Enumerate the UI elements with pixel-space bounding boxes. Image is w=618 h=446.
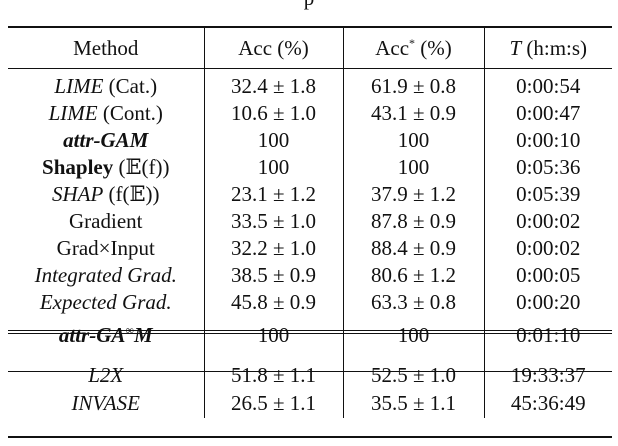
method-cell: LIME (Cat.): [54, 74, 158, 98]
acc-star-cell: 43.1 ± 0.9: [342, 100, 484, 127]
table-row: Gradient 33.5 ± 1.0 87.8 ± 0.9 0:00:02: [8, 208, 612, 235]
acc-cell: 38.5 ± 0.9: [203, 262, 343, 289]
time-cell: 45:36:49: [483, 388, 612, 418]
acc-star-cell: 87.8 ± 0.9: [342, 208, 484, 235]
acc-star-cell: 52.5 ± 1.0: [342, 354, 484, 388]
table-row: LIME (Cat.) 32.4 ± 1.8 61.9 ± 0.8 0:00:5…: [8, 68, 612, 100]
table-row: SHAP (f(𝔼)) 23.1 ± 1.2 37.9 ± 1.2 0:05:3…: [8, 181, 612, 208]
acc-star-cell: 100: [342, 316, 484, 354]
header-time: T (h:m:s): [483, 28, 612, 68]
time-cell: 0:05:36: [483, 154, 612, 181]
method-cell: SHAP (f(𝔼)): [51, 182, 160, 206]
bottom-rule: [8, 436, 612, 438]
time-cell: 0:00:05: [483, 262, 612, 289]
results-table: Method Acc (%) Acc* (%) T (h:m:s) LIME (…: [8, 28, 612, 418]
header-row: Method Acc (%) Acc* (%) T (h:m:s): [8, 28, 612, 68]
method-cell: Integrated Grad.: [34, 263, 177, 287]
table-row: L2X 51.8 ± 1.1 52.5 ± 1.0 19:33:37: [8, 354, 612, 388]
table-row: Shapley (𝔼(f)) 100 100 0:05:36: [8, 154, 612, 181]
acc-star-cell: 100: [342, 127, 484, 154]
acc-cell: 26.5 ± 1.1: [203, 388, 343, 418]
time-cell: 0:05:39: [483, 181, 612, 208]
method-cell: LIME (Cont.): [48, 101, 163, 125]
acc-cell: 100: [203, 127, 343, 154]
time-cell: 0:00:47: [483, 100, 612, 127]
caption-fragment: p: [0, 0, 618, 11]
table-row: Grad×Input 32.2 ± 1.0 88.4 ± 0.9 0:00:02: [8, 235, 612, 262]
acc-cell: 51.8 ± 1.1: [203, 354, 343, 388]
table-row: attr-GAM 100 100 0:00:10: [8, 127, 612, 154]
acc-star-cell: 80.6 ± 1.2: [342, 262, 484, 289]
acc-cell: 100: [203, 316, 343, 354]
method-cell: attr-GAM: [63, 128, 149, 152]
acc-star-cell: 37.9 ± 1.2: [342, 181, 484, 208]
acc-star-cell: 100: [342, 154, 484, 181]
time-cell: 0:01:10: [483, 316, 612, 354]
table-row: INVASE 26.5 ± 1.1 35.5 ± 1.1 45:36:49: [8, 388, 612, 418]
header-acc: Acc (%): [203, 28, 343, 68]
time-cell: 0:00:20: [483, 289, 612, 316]
header-acc-star: Acc* (%): [342, 28, 484, 68]
time-cell: 0:00:10: [483, 127, 612, 154]
acc-cell: 100: [203, 154, 343, 181]
acc-cell: 33.5 ± 1.0: [203, 208, 343, 235]
method-cell: attr-GA∞M: [58, 323, 153, 347]
acc-star-cell: 35.5 ± 1.1: [342, 388, 484, 418]
acc-cell: 32.2 ± 1.0: [203, 235, 343, 262]
table-row: LIME (Cont.) 10.6 ± 1.0 43.1 ± 0.9 0:00:…: [8, 100, 612, 127]
method-cell: Gradient: [69, 209, 143, 233]
time-cell: 19:33:37: [483, 354, 612, 388]
table-row: Integrated Grad. 38.5 ± 0.9 80.6 ± 1.2 0…: [8, 262, 612, 289]
header-method: Method: [73, 35, 139, 60]
method-cell: Expected Grad.: [39, 290, 172, 314]
time-cell: 0:00:54: [483, 68, 612, 100]
method-cell: Grad×Input: [56, 236, 155, 260]
acc-star-cell: 63.3 ± 0.8: [342, 289, 484, 316]
acc-star-cell: 88.4 ± 0.9: [342, 235, 484, 262]
time-cell: 0:00:02: [483, 208, 612, 235]
acc-cell: 10.6 ± 1.0: [203, 100, 343, 127]
time-cell: 0:00:02: [483, 235, 612, 262]
acc-star-cell: 61.9 ± 0.8: [342, 68, 484, 100]
top-rule: [8, 26, 612, 28]
table-row: Expected Grad. 45.8 ± 0.9 63.3 ± 0.8 0:0…: [8, 289, 612, 316]
method-cell: Shapley (𝔼(f)): [42, 155, 170, 179]
table-row: attr-GA∞M 100 100 0:01:10: [8, 316, 612, 354]
acc-cell: 23.1 ± 1.2: [203, 181, 343, 208]
acc-cell: 32.4 ± 1.8: [203, 68, 343, 100]
method-cell: INVASE: [71, 390, 140, 415]
acc-cell: 45.8 ± 0.9: [203, 289, 343, 316]
method-cell: L2X: [88, 362, 124, 387]
